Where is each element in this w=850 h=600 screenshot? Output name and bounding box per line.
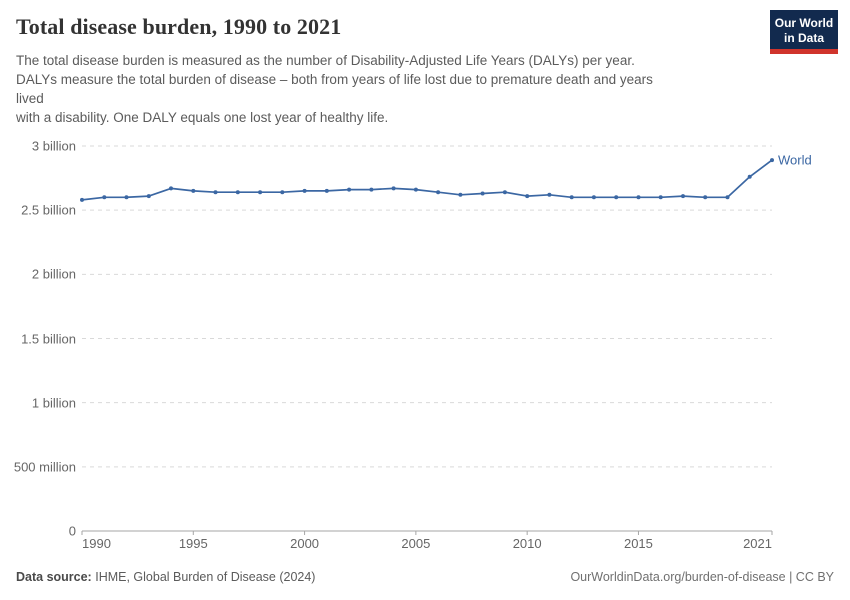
data-source-note: Data source: IHME, Global Burden of Dise…: [16, 569, 315, 585]
data-point-marker[interactable]: [770, 158, 774, 163]
y-axis-tick-label: 1 billion: [31, 395, 76, 411]
data-source-label: Data source:: [16, 570, 92, 584]
chart-footer: Data source: IHME, Global Burden of Dise…: [16, 569, 834, 585]
data-point-marker[interactable]: [436, 190, 441, 195]
world-series-line[interactable]: [80, 158, 774, 202]
data-point-marker[interactable]: [213, 190, 218, 195]
data-point-marker[interactable]: [703, 195, 708, 200]
y-axis-tick-label: 500 million: [13, 459, 76, 475]
x-axis-tick-label: 2021: [743, 536, 772, 551]
data-point-marker[interactable]: [658, 195, 663, 200]
data-point-marker[interactable]: [124, 195, 129, 200]
data-point-marker[interactable]: [413, 187, 418, 192]
data-point-marker[interactable]: [347, 187, 352, 192]
y-axis-tick-label: 2.5 billion: [21, 202, 76, 218]
x-axis-tick-label: 2005: [401, 536, 431, 551]
x-axis-tick-label: 1995: [178, 536, 208, 551]
data-point-marker[interactable]: [681, 194, 685, 199]
data-point-marker[interactable]: [569, 195, 574, 200]
data-point-marker[interactable]: [502, 190, 507, 195]
x-axis-tick-label: 2015: [623, 536, 653, 551]
data-point-marker[interactable]: [280, 190, 285, 195]
entity-label-world[interactable]: World: [778, 152, 812, 168]
data-point-marker[interactable]: [258, 190, 263, 195]
data-point-marker[interactable]: [80, 197, 84, 202]
data-point-marker[interactable]: [591, 195, 596, 200]
attribution-link[interactable]: OurWorldinData.org/burden-of-disease | C…: [570, 570, 834, 584]
data-point-marker[interactable]: [169, 186, 173, 191]
data-point-marker[interactable]: [235, 190, 240, 195]
data-point-marker[interactable]: [747, 174, 752, 179]
data-point-marker[interactable]: [102, 195, 107, 200]
data-point-marker[interactable]: [391, 186, 396, 191]
owid-logo-red-stripe: [770, 49, 838, 54]
data-point-marker[interactable]: [302, 188, 307, 193]
owid-logo-text-line2: in Data: [783, 31, 824, 45]
chart-subtitle: The total disease burden is measured as …: [16, 53, 653, 125]
data-point-marker[interactable]: [636, 195, 641, 200]
chart-title: Total disease burden, 1990 to 2021: [16, 14, 342, 39]
owid-logo-text-line1: Our World: [774, 16, 834, 30]
data-point-marker[interactable]: [480, 191, 485, 196]
x-axis-tick-label: 1990: [82, 536, 111, 551]
owid-logo[interactable]: Our World in Data: [770, 10, 838, 54]
data-point-marker[interactable]: [369, 187, 374, 192]
data-point-marker[interactable]: [146, 194, 151, 199]
data-point-marker[interactable]: [458, 192, 463, 197]
data-point-marker[interactable]: [191, 188, 196, 193]
data-point-marker[interactable]: [324, 188, 329, 193]
data-point-marker[interactable]: [525, 194, 530, 199]
data-point-marker[interactable]: [725, 195, 730, 200]
y-axis-tick-label: 1.5 billion: [21, 331, 76, 346]
x-axis-tick-label: 2000: [290, 536, 320, 551]
y-axis-tick-label: 3 billion: [31, 138, 76, 154]
data-source-value: IHME, Global Burden of Disease (2024): [95, 570, 316, 584]
data-point-marker[interactable]: [547, 192, 552, 197]
data-point-marker[interactable]: [614, 195, 619, 200]
x-axis-tick-label: 2010: [512, 536, 542, 551]
y-axis-tick-label: 2 billion: [31, 266, 76, 282]
y-axis-tick-label: 0: [68, 523, 76, 539]
